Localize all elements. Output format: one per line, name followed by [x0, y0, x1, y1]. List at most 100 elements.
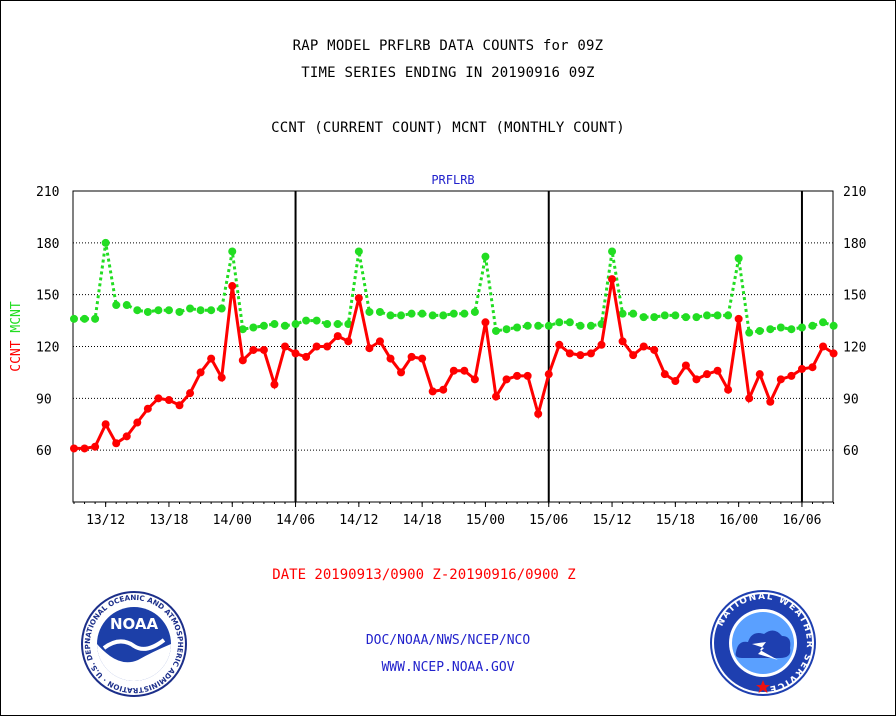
point-mcnt: [829, 321, 838, 330]
point-mcnt: [270, 320, 279, 329]
point-mcnt: [207, 306, 216, 315]
point-ccnt: [228, 282, 237, 291]
x-axis-label: DATE 20190913/0900 Z-20190916/0900 Z: [272, 567, 575, 583]
point-mcnt: [819, 318, 828, 327]
point-mcnt: [281, 321, 289, 330]
point-ccnt: [586, 349, 595, 358]
point-ccnt: [70, 444, 78, 453]
footer-line-2: WWW.NCEP.NOAA.GOV: [381, 660, 515, 675]
point-mcnt: [513, 323, 522, 332]
point-mcnt: [787, 325, 796, 334]
point-ccnt: [333, 332, 342, 341]
header-line-3: CCNT (CURRENT COUNT) MCNT (MONTHLY COUNT…: [271, 120, 625, 136]
point-mcnt: [755, 326, 764, 335]
point-mcnt: [724, 311, 733, 320]
point-ccnt: [302, 352, 311, 361]
point-ccnt: [713, 366, 722, 375]
point-mcnt: [618, 309, 627, 318]
x-tick-label: 16/06: [782, 513, 821, 528]
point-ccnt: [164, 396, 173, 405]
point-ccnt: [523, 371, 532, 380]
point-ccnt: [660, 370, 669, 379]
point-ccnt: [291, 349, 300, 358]
point-mcnt: [544, 321, 553, 330]
point-ccnt: [671, 377, 680, 386]
noaa-logo-text: NOAA: [110, 615, 159, 633]
point-ccnt: [618, 337, 627, 346]
x-tick-label: 14/00: [213, 513, 252, 528]
point-ccnt: [692, 375, 701, 384]
point-mcnt: [196, 306, 205, 315]
point-mcnt: [808, 321, 817, 330]
point-ccnt: [238, 356, 247, 365]
point-mcnt: [460, 309, 469, 318]
point-ccnt: [281, 342, 289, 351]
point-mcnt: [70, 314, 78, 323]
point-mcnt: [681, 313, 690, 322]
point-ccnt: [428, 387, 437, 396]
point-ccnt: [734, 314, 743, 323]
point-ccnt: [154, 394, 163, 403]
point-ccnt: [460, 366, 469, 375]
point-ccnt: [112, 439, 121, 448]
point-mcnt: [397, 311, 406, 320]
point-ccnt: [449, 366, 458, 375]
point-mcnt: [470, 307, 479, 316]
point-ccnt: [418, 354, 427, 363]
x-tick-label: 16/00: [719, 513, 758, 528]
point-ccnt: [217, 373, 226, 382]
point-mcnt: [164, 306, 173, 315]
point-ccnt: [439, 385, 448, 394]
y-tick-label-right: 60: [843, 444, 859, 459]
point-ccnt: [386, 354, 395, 363]
point-ccnt: [629, 351, 638, 360]
point-ccnt: [492, 392, 500, 401]
point-ccnt: [787, 371, 796, 380]
y-tick-label-left: 180: [36, 237, 59, 252]
point-ccnt: [808, 363, 817, 372]
point-mcnt: [154, 306, 163, 315]
point-ccnt: [397, 368, 406, 377]
point-mcnt: [671, 311, 680, 320]
y-tick-label-right: 120: [843, 341, 866, 356]
point-mcnt: [629, 309, 638, 318]
point-ccnt: [312, 342, 321, 351]
point-mcnt: [354, 247, 363, 256]
chart-title: PRFLRB: [431, 173, 474, 187]
x-tick-label: 15/06: [529, 513, 568, 528]
header-line-1: RAP MODEL PRFLRB DATA COUNTS for 09Z: [292, 38, 604, 54]
time-series-chart: 60 60 90 90 120 120 150 150 180 180 210 210 13/12 13/…: [9, 173, 866, 583]
point-mcnt: [534, 321, 543, 330]
point-mcnt: [734, 254, 743, 263]
point-mcnt: [122, 301, 131, 310]
point-ccnt: [365, 344, 374, 353]
point-mcnt: [776, 323, 785, 332]
point-ccnt: [776, 375, 785, 384]
y-tick-label-left: 210: [36, 185, 59, 200]
point-mcnt: [713, 311, 722, 320]
point-mcnt: [133, 306, 142, 315]
x-tick-label: 14/18: [403, 513, 442, 528]
point-mcnt: [418, 309, 427, 318]
point-mcnt: [101, 238, 110, 247]
point-mcnt: [407, 309, 416, 318]
point-mcnt: [249, 323, 258, 332]
nws-logo: NATIONAL WEATHER SERVICE: [710, 590, 816, 696]
x-tick-label: 15/18: [656, 513, 695, 528]
point-ccnt: [819, 342, 828, 351]
point-ccnt: [565, 349, 574, 358]
point-mcnt: [555, 318, 564, 327]
point-ccnt: [186, 389, 195, 398]
point-mcnt: [449, 309, 458, 318]
header-line-2: TIME SERIES ENDING IN 20190916 09Z: [301, 65, 595, 81]
point-ccnt: [703, 370, 711, 379]
point-ccnt: [80, 444, 89, 453]
point-mcnt: [312, 316, 321, 325]
point-ccnt: [133, 418, 142, 427]
point-ccnt: [175, 401, 184, 410]
point-mcnt: [259, 321, 268, 330]
point-mcnt: [608, 247, 617, 256]
point-ccnt: [354, 294, 363, 303]
point-ccnt: [797, 364, 806, 373]
point-ccnt: [681, 361, 690, 370]
